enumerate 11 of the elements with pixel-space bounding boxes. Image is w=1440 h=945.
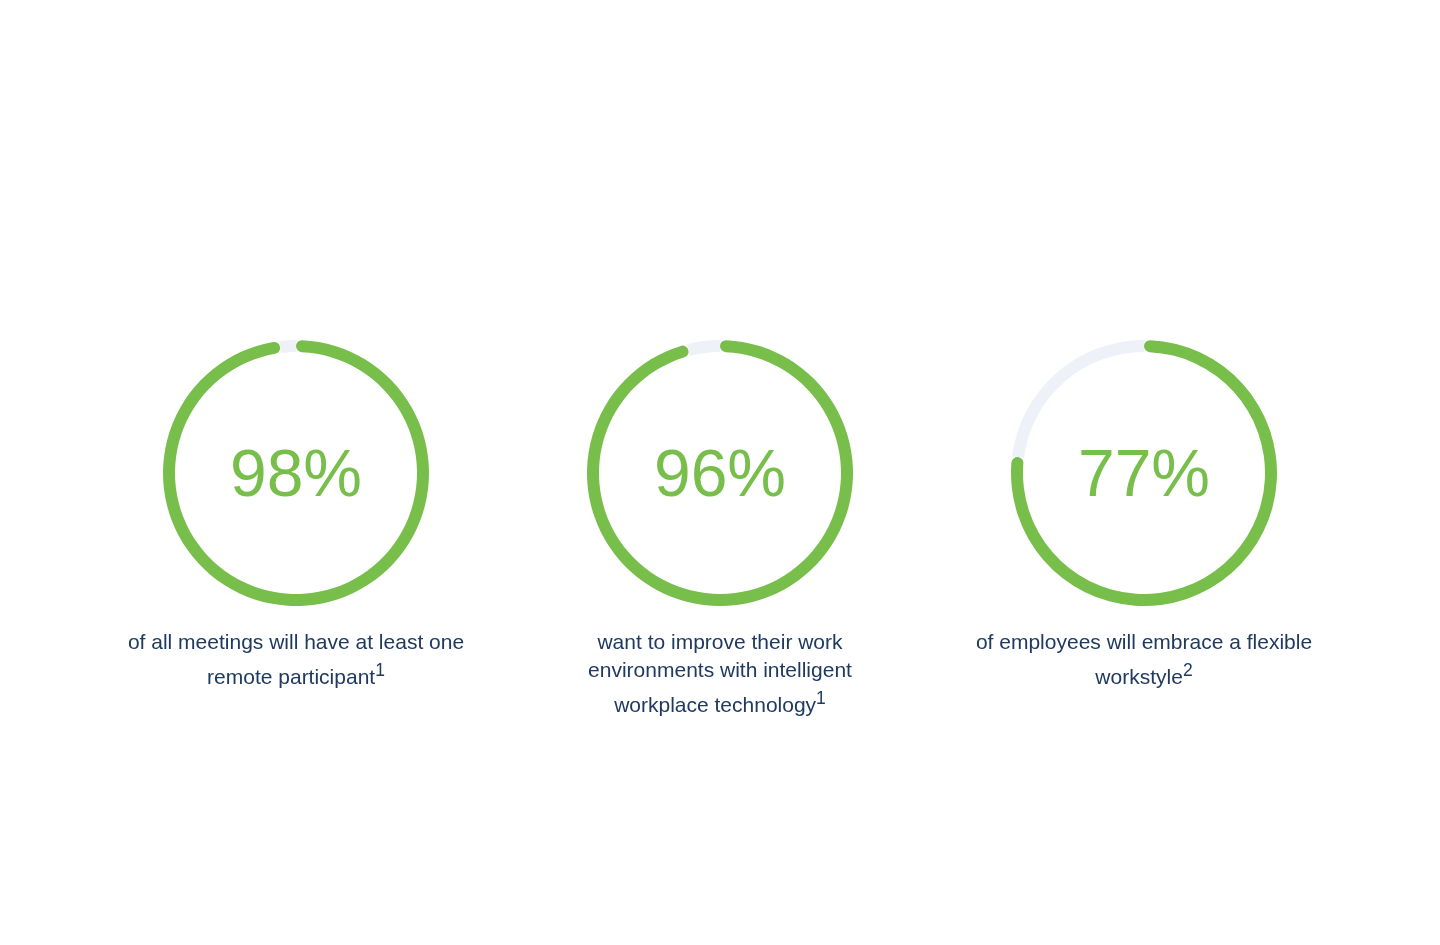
donut-slice — [279, 340, 296, 353]
donut-slice — [686, 340, 720, 356]
text: of employees will embrace a flexible workstyle$^{2}$ — [974, 629, 1314, 690]
text: want to improve their work environments with intelligent workplace technology$^{1}$ — [587, 629, 853, 718]
text: 77% — [1077, 436, 1211, 511]
text: 98% — [229, 436, 363, 511]
donut-slice — [1011, 340, 1277, 606]
text: of all meetings will have at least one remote participant$^{1}$ — [126, 629, 466, 690]
donut-slice — [163, 340, 429, 606]
text: 96% — [653, 436, 787, 511]
donut-slice — [587, 340, 853, 606]
